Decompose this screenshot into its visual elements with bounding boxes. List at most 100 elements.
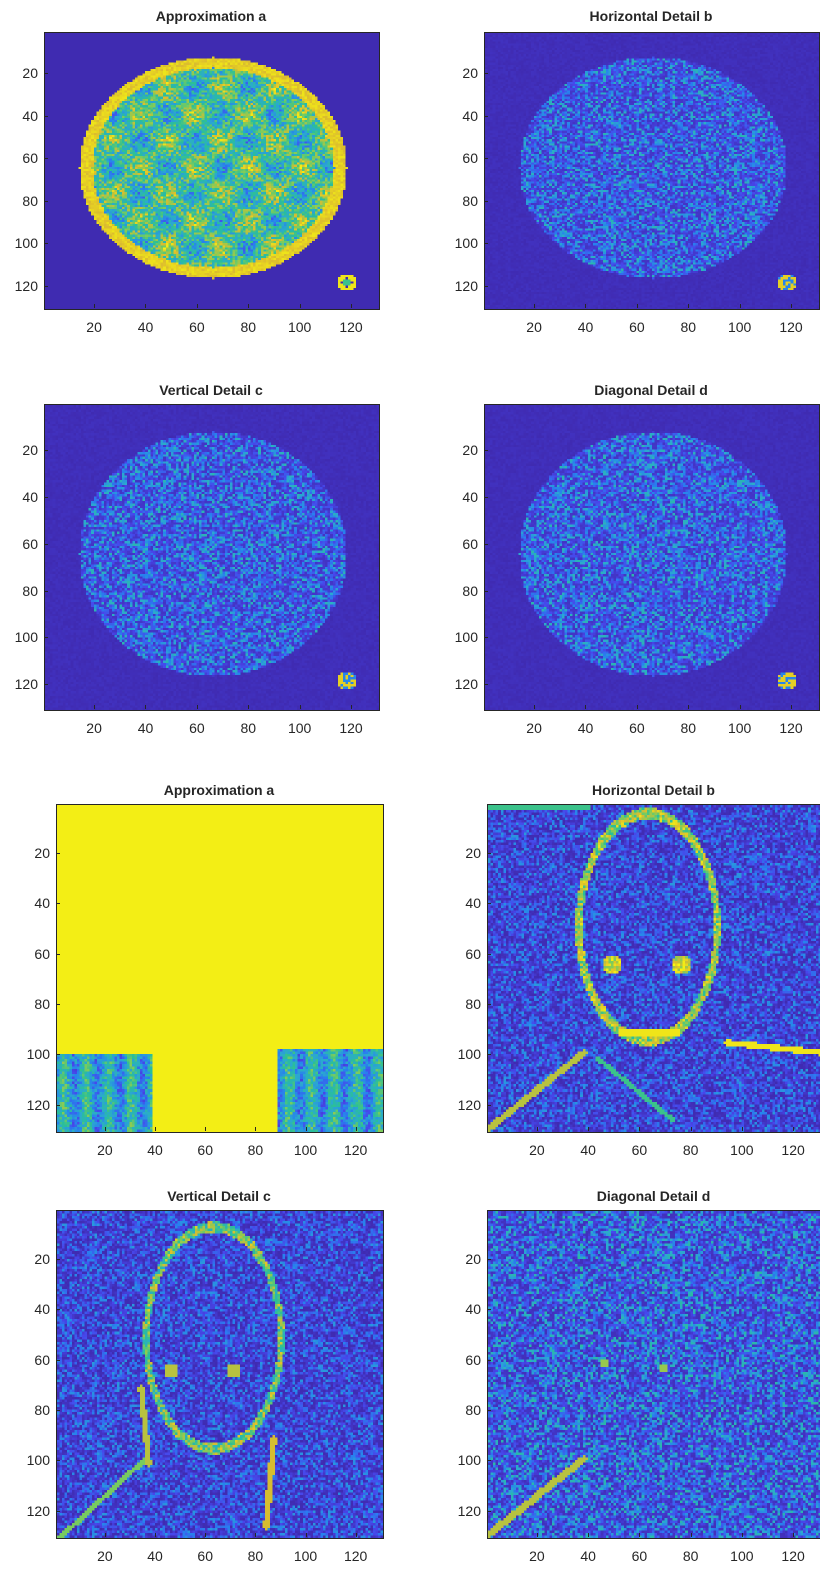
ytick-mark-sun-c: [44, 496, 48, 498]
ytick-label-face-b: 100: [457, 1046, 481, 1063]
ytick-mark-face-a: [56, 903, 60, 905]
ytick-label-face-a: 20: [34, 845, 50, 862]
xtick-mark-face-a: [355, 1127, 357, 1131]
ytick-mark-sun-a: [44, 73, 48, 75]
xtick-mark-face-d: [639, 1533, 641, 1537]
xtick-label-face-d: 80: [682, 1548, 699, 1564]
ytick-mark-face-a: [56, 953, 60, 955]
ytick-mark-sun-b: [484, 243, 488, 245]
xtick-mark-sun-c: [351, 705, 353, 709]
xtick-label-sun-b: 60: [629, 319, 645, 335]
ytick-label-sun-c: 100: [14, 629, 38, 646]
ytick-mark-sun-c: [44, 637, 48, 639]
heatmap-image-sun-c: [45, 405, 379, 710]
ytick-label-sun-a: 100: [14, 235, 38, 252]
ytick-mark-sun-d: [484, 684, 488, 686]
ytick-label-face-c: 20: [34, 1251, 50, 1268]
ytick-mark-face-c: [56, 1409, 60, 1411]
ytick-label-sun-d: 120: [454, 676, 478, 693]
xtick-mark-sun-b: [636, 304, 638, 308]
ytick-label-face-b: 40: [465, 895, 481, 912]
ytick-label-face-c: 120: [26, 1502, 50, 1519]
ytick-label-sun-b: 120: [454, 277, 478, 294]
ytick-label-sun-d: 40: [462, 488, 478, 505]
xtick-mark-face-c: [305, 1533, 307, 1537]
xtick-label-face-a: 40: [147, 1142, 163, 1158]
xtick-mark-sun-a: [145, 304, 147, 308]
xtick-label-sun-c: 20: [86, 720, 102, 736]
heatmap-image-face-a: [57, 805, 383, 1132]
figure-sun: Approximation a 20 20 40 40 60 60 80 80 100 100 120…: [0, 0, 820, 740]
xtick-label-face-c: 60: [197, 1548, 213, 1564]
xtick-mark-face-d: [536, 1533, 538, 1537]
ytick-label-sun-b: 60: [462, 150, 478, 167]
ytick-mark-face-c: [56, 1460, 60, 1462]
xtick-mark-face-a: [305, 1127, 307, 1131]
heatmap-sun-a: [44, 32, 380, 310]
heatmap-image-sun-b: [485, 33, 819, 309]
xtick-mark-sun-c: [299, 705, 301, 709]
ytick-mark-face-a: [56, 1104, 60, 1106]
ytick-mark-sun-a: [44, 115, 48, 117]
xtick-label-sun-d: 80: [680, 720, 697, 736]
xtick-label-sun-c: 100: [287, 720, 312, 736]
ytick-label-face-a: 80: [34, 995, 50, 1012]
ytick-mark-face-d: [487, 1510, 491, 1512]
xtick-mark-face-c: [104, 1533, 106, 1537]
ytick-mark-sun-b: [484, 158, 488, 160]
xtick-mark-sun-b: [534, 304, 536, 308]
ytick-label-face-b: 60: [465, 945, 481, 962]
panel-title-face-a: Approximation a: [163, 782, 275, 798]
ytick-mark-face-b: [487, 853, 491, 855]
xtick-label-sun-b: 120: [779, 319, 803, 335]
heatmap-face-b: [487, 804, 820, 1133]
ytick-label-sun-d: 20: [462, 441, 478, 458]
ytick-label-face-c: 100: [26, 1452, 50, 1469]
xtick-mark-face-c: [155, 1533, 157, 1537]
xtick-mark-face-d: [741, 1533, 743, 1537]
xtick-label-sun-a: 60: [189, 319, 205, 335]
panel-title-sun-b: Horizontal Detail b: [589, 8, 713, 24]
xtick-mark-face-b: [690, 1127, 692, 1131]
xtick-label-face-a: 80: [247, 1142, 264, 1158]
xtick-label-sun-d: 60: [629, 720, 645, 736]
xtick-mark-sun-b: [585, 304, 587, 308]
ytick-label-sun-a: 80: [22, 192, 38, 209]
xtick-mark-face-b: [793, 1127, 795, 1131]
ytick-mark-face-a: [56, 853, 60, 855]
xtick-mark-face-c: [205, 1533, 207, 1537]
panel-title-sun-c: Vertical Detail c: [159, 382, 263, 398]
ytick-label-sun-d: 100: [454, 629, 478, 646]
heatmap-image-face-d: [488, 1211, 820, 1538]
ytick-mark-sun-d: [484, 637, 488, 639]
xtick-label-sun-b: 100: [727, 319, 752, 335]
xtick-label-face-b: 40: [580, 1142, 596, 1158]
ytick-label-sun-b: 20: [462, 65, 478, 82]
heatmap-face-c: [56, 1210, 384, 1539]
ytick-label-face-a: 120: [26, 1096, 50, 1113]
xtick-mark-face-b: [639, 1127, 641, 1131]
ytick-label-sun-d: 60: [462, 535, 478, 552]
ytick-mark-sun-a: [44, 200, 48, 202]
xtick-mark-sun-b: [688, 304, 690, 308]
xtick-mark-face-d: [793, 1533, 795, 1537]
panel-title-sun-a: Approximation a: [155, 8, 267, 24]
xtick-mark-sun-b: [739, 304, 741, 308]
heatmap-image-face-c: [57, 1211, 383, 1538]
xtick-label-face-d: 60: [631, 1548, 648, 1564]
xtick-label-sun-b: 40: [577, 319, 594, 335]
ytick-mark-face-c: [56, 1259, 60, 1261]
ytick-mark-face-b: [487, 1003, 491, 1005]
ytick-label-face-b: 20: [465, 845, 481, 862]
xtick-label-sun-b: 80: [680, 319, 697, 335]
ytick-label-sun-c: 120: [14, 676, 38, 693]
xtick-mark-face-a: [155, 1127, 157, 1131]
xtick-mark-sun-d: [791, 705, 793, 709]
heatmap-image-face-b: [488, 805, 820, 1132]
xtick-mark-sun-c: [196, 705, 198, 709]
ytick-mark-face-c: [56, 1309, 60, 1311]
ytick-mark-face-d: [487, 1409, 491, 1411]
ytick-label-sun-a: 120: [14, 277, 38, 294]
xtick-label-sun-a: 120: [339, 319, 363, 335]
ytick-mark-sun-d: [484, 449, 488, 451]
